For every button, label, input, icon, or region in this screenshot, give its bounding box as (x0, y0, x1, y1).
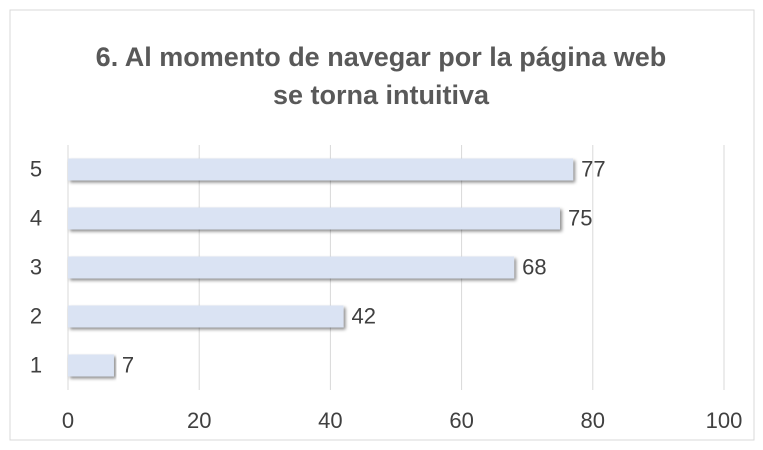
x-tick-label: 0 (62, 408, 74, 433)
chart-title: 6. Al momento de navegar por la página w… (95, 42, 667, 110)
value-label: 68 (522, 254, 546, 279)
x-tick-label: 20 (187, 408, 211, 433)
y-tick-label: 3 (30, 254, 42, 279)
value-label: 75 (568, 205, 592, 230)
y-tick-label: 2 (30, 303, 42, 328)
chart-border (9, 9, 755, 441)
bar (68, 256, 515, 279)
value-label: 7 (122, 352, 134, 377)
y-tick-label: 4 (30, 205, 42, 230)
value-label: 77 (581, 156, 605, 181)
bar (68, 305, 344, 328)
x-tick-label: 60 (449, 408, 473, 433)
x-tick-label: 40 (318, 408, 342, 433)
x-tick-label: 80 (581, 408, 605, 433)
bar (68, 158, 574, 181)
bar (68, 354, 114, 377)
y-tick-label: 5 (30, 156, 42, 181)
value-label: 42 (352, 303, 376, 328)
x-tick-label: 100 (706, 408, 743, 433)
y-tick-label: 1 (30, 352, 42, 377)
bar (68, 207, 560, 230)
